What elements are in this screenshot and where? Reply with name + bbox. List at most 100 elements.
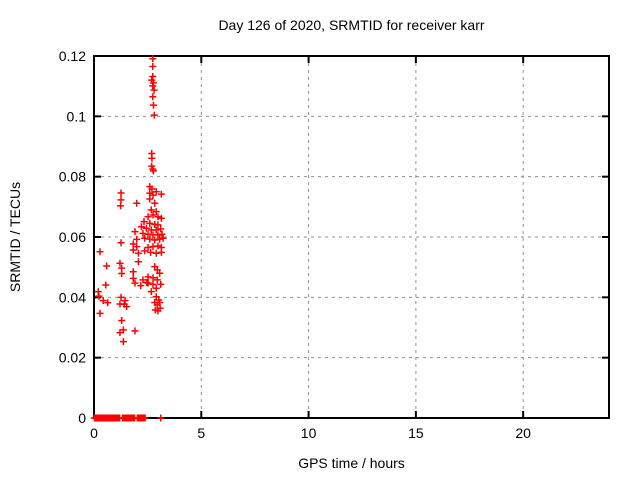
- data-point-marker: [133, 243, 141, 251]
- data-point-marker: [150, 86, 158, 94]
- data-point-marker: [149, 191, 157, 199]
- data-point-marker: [147, 288, 155, 296]
- data-point-marker: [99, 297, 107, 305]
- x-tick-label: 10: [301, 425, 317, 441]
- data-point-marker: [137, 223, 145, 231]
- data-point-marker: [137, 282, 145, 290]
- data-point-marker: [134, 258, 142, 266]
- data-point-marker: [146, 195, 154, 203]
- chart-title: Day 126 of 2020, SRMTID for receiver kar…: [218, 17, 485, 33]
- data-point-marker: [157, 225, 165, 233]
- data-point-marker: [149, 167, 157, 175]
- data-point-marker: [157, 280, 165, 288]
- data-point-marker: [96, 309, 104, 317]
- data-point-marker: [129, 274, 137, 282]
- data-point-marker: [104, 299, 112, 307]
- data-point-marker: [149, 82, 157, 90]
- data-point-marker: [146, 235, 154, 243]
- y-tick-label: 0.06: [59, 229, 86, 245]
- data-point-marker: [144, 213, 152, 221]
- data-point-marker: [151, 236, 159, 244]
- data-point-marker: [117, 293, 125, 301]
- data-point-marker: [117, 202, 125, 210]
- data-point-marker: [133, 235, 141, 243]
- data-point-marker: [152, 284, 160, 292]
- y-tick-label: 0.12: [59, 48, 86, 64]
- data-point-marker: [117, 196, 125, 204]
- y-tick-label: 0: [78, 410, 86, 426]
- data-point-marker: [141, 234, 149, 242]
- data-point-marker: [147, 206, 155, 214]
- data-point-marker: [147, 248, 155, 256]
- data-point-marker: [118, 270, 126, 278]
- data-point-marker: [151, 199, 159, 207]
- data-point-marker: [154, 213, 162, 221]
- data-point-marker: [144, 279, 152, 287]
- data-point-marker: [148, 185, 156, 193]
- data-point-marker: [116, 329, 124, 337]
- data-point-marker: [154, 307, 162, 315]
- data-point-marker: [149, 274, 157, 282]
- data-point-marker: [149, 243, 157, 251]
- data-point-marker: [117, 189, 125, 197]
- data-point-marker: [159, 234, 167, 242]
- data-point-marker: [134, 249, 142, 257]
- data-point-marker: [144, 273, 152, 281]
- data-point-marker: [103, 262, 111, 270]
- data-point-marker: [149, 211, 157, 219]
- data-point-marker: [140, 218, 148, 226]
- data-point-marker: [141, 247, 149, 255]
- data-point-marker: [117, 239, 125, 247]
- data-point-marker: [149, 280, 157, 288]
- data-point-marker: [154, 231, 162, 239]
- data-point-marker: [156, 235, 164, 243]
- data-point-marker: [142, 224, 150, 232]
- data-point-marker: [102, 281, 110, 289]
- data-point-marker: [153, 276, 161, 284]
- data-point-marker: [129, 246, 137, 254]
- y-tick-label: 0.08: [59, 169, 86, 185]
- x-tick-label: 0: [90, 425, 98, 441]
- data-point-marker: [141, 414, 149, 422]
- data-point-marker: [121, 297, 129, 305]
- data-point-marker: [116, 259, 124, 267]
- data-point-marker: [152, 188, 160, 196]
- x-tick-label: 15: [408, 425, 424, 441]
- data-point-marker: [144, 244, 152, 252]
- data-point-marker: [149, 55, 157, 63]
- data-point-marker: [157, 414, 165, 422]
- data-point-marker: [118, 317, 126, 325]
- data-point-marker: [129, 268, 137, 276]
- data-point-marker: [131, 327, 139, 335]
- data-point-marker: [149, 73, 157, 81]
- data-point-marker: [157, 214, 165, 222]
- x-tick-label: 5: [197, 425, 205, 441]
- data-point-marker: [131, 279, 139, 287]
- x-tick-label: 20: [515, 425, 531, 441]
- data-point-marker: [152, 208, 160, 216]
- data-point-marker: [123, 303, 131, 311]
- data-point-marker: [149, 101, 157, 109]
- data-point-marker: [139, 276, 147, 284]
- y-tick-label: 0.04: [59, 289, 86, 305]
- data-point-marker: [95, 292, 103, 300]
- data-point-marker: [156, 269, 164, 277]
- data-point-marker: [150, 111, 158, 119]
- data-point-marker: [131, 228, 139, 236]
- data-point-marker: [148, 154, 156, 162]
- data-point-marker: [119, 338, 127, 346]
- x-axis-label: GPS time / hours: [298, 455, 405, 471]
- data-point-marker: [152, 249, 160, 257]
- data-point-marker: [133, 199, 141, 207]
- data-point-marker: [157, 190, 165, 198]
- data-point-marker: [157, 248, 165, 256]
- data-point-marker: [139, 229, 147, 237]
- data-point-marker: [152, 226, 160, 234]
- data-point-marker: [146, 219, 154, 227]
- data-point-marker: [96, 248, 104, 256]
- y-tick-label: 0.02: [59, 350, 86, 366]
- y-tick-label: 0.1: [67, 108, 87, 124]
- data-point-marker: [154, 221, 162, 229]
